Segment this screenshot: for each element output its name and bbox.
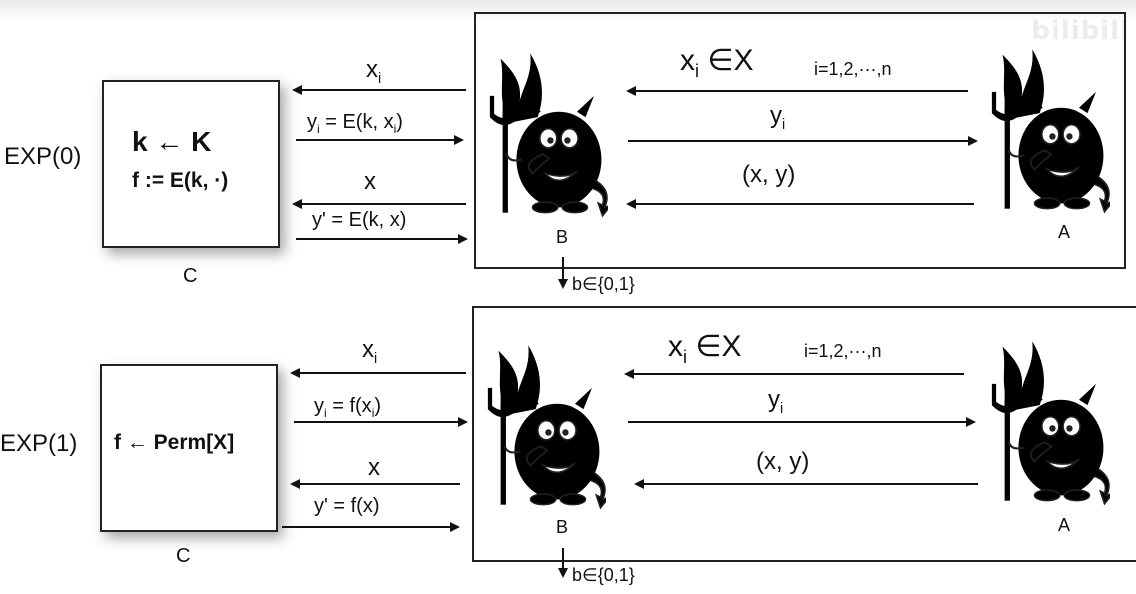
adv-reply-label: yi [770, 102, 786, 133]
adv-output-label: (x, y) [756, 448, 810, 475]
query-label: xi [362, 336, 378, 367]
adv-output-arrow [634, 479, 978, 489]
red-devil-icon [980, 336, 1110, 506]
challenger-permutation-sample: f ← Perm[X] [114, 431, 235, 454]
challenger-name: C [176, 545, 191, 567]
adversary-frame [472, 306, 1136, 562]
adv-query-arrow [626, 86, 968, 96]
adv-reply-arrow [628, 136, 978, 146]
query-arrow [290, 368, 466, 378]
challenger-key-sample: k ← K [132, 126, 212, 157]
index-range: i=1,2,···,n [814, 59, 892, 79]
decision-label: b∈{0,1} [572, 565, 635, 585]
final-reply-label: y' = f(x) [314, 495, 380, 517]
exp-label: EXP(1) [0, 430, 78, 457]
top-band [0, 0, 1136, 22]
a-name: A [1058, 222, 1071, 242]
adv-output-label: (x, y) [742, 161, 796, 188]
challenge-label: x [364, 168, 376, 195]
adv-query-label: xi ∈X [680, 44, 754, 81]
query-arrow [292, 85, 466, 95]
challenger-name: C [183, 265, 198, 287]
adv-query-arrow [624, 369, 964, 379]
adv-reply-label: yi [768, 386, 784, 417]
query-label: xi [366, 56, 382, 87]
adv-reply-arrow [628, 417, 976, 427]
red-devil-icon [980, 44, 1110, 214]
b-name: B [556, 227, 569, 247]
reply-arrow [296, 135, 464, 145]
decision-label: b∈{0,1} [572, 274, 635, 294]
challenge-arrow [292, 199, 466, 209]
decision-arrow [558, 548, 568, 578]
reply-label: yi = f(xi) [314, 395, 382, 420]
decision-arrow [558, 257, 568, 289]
adv-query-label: xi ∈X [668, 330, 742, 367]
reply-label: yi = E(k, xi) [307, 111, 403, 136]
challenge-label: x [368, 454, 380, 481]
reply-arrow [294, 417, 468, 427]
b-name: B [556, 517, 569, 537]
blue-devil-icon [476, 340, 606, 510]
challenge-arrow [290, 479, 460, 489]
blue-devil-icon [478, 48, 608, 218]
adversary-frame [474, 12, 1126, 269]
challenger-box [100, 364, 278, 532]
index-range: i=1,2,···,n [804, 341, 882, 361]
watermark: bilibili [1031, 16, 1130, 46]
final-reply-arrow [296, 234, 468, 244]
challenger-function-def: f := E(k, ·) [132, 169, 229, 192]
exp-label: EXP(0) [4, 143, 82, 170]
adv-output-arrow [626, 199, 974, 209]
challenger-box [102, 80, 280, 248]
a-name: A [1058, 515, 1071, 535]
final-reply-arrow [282, 522, 460, 532]
final-reply-label: y' = E(k, x) [312, 209, 407, 231]
